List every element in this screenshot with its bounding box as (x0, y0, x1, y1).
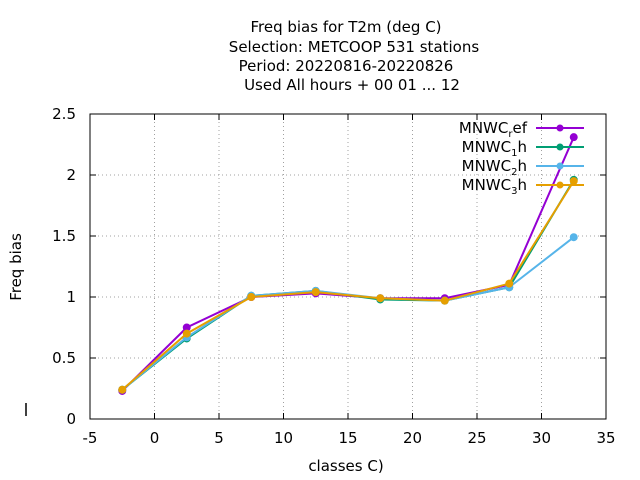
legend-label-main: MNWC (462, 138, 511, 156)
legend-item: MNWCref (459, 119, 584, 140)
legend-label-rest: ef (512, 119, 527, 137)
legend-label-rest: h (517, 176, 527, 194)
legend-label-main: MNWC (462, 157, 511, 175)
y-tick-labels: 0 0.5 1 1.5 2 2.5 (52, 105, 76, 428)
x-tick-label: 10 (274, 429, 293, 447)
series-line (121, 180, 575, 391)
title-line: Selection: METCOOP 531 stations (229, 38, 480, 56)
data-point (440, 296, 449, 305)
legend-label-sub: 1 (511, 148, 517, 159)
legend-label: MNWCref (459, 119, 528, 140)
data-point (569, 177, 578, 186)
series-3 (118, 233, 578, 394)
data-point (118, 385, 127, 394)
legend-label-sub: 3 (511, 186, 517, 197)
y-tick-label: 2.5 (52, 105, 76, 123)
legend-label-main: MNWC (459, 119, 508, 137)
y-tick-label: 0 (66, 410, 76, 428)
legend-label-rest: h (517, 157, 527, 175)
legend-swatch-point (556, 181, 564, 189)
data-point (376, 294, 385, 303)
series-4 (118, 177, 578, 394)
grid (90, 114, 606, 419)
legend-label-rest: h (517, 138, 527, 156)
series-group (118, 133, 578, 395)
x-tick-label: 20 (403, 429, 422, 447)
y-tick-label: 1.5 (52, 227, 76, 245)
data-point (505, 279, 514, 288)
title-line: Used All hours + 00 01 ... 12 (244, 76, 460, 94)
x-tick-labels: -5 0 5 10 15 20 25 30 35 (83, 429, 616, 447)
x-axis-label: classes C) (308, 457, 383, 475)
legend-label-sub: r (508, 129, 513, 140)
x-tick-label: 5 (214, 429, 224, 447)
plot-border (89, 113, 607, 420)
legend-swatch-point (556, 143, 564, 151)
x-tick-label: 30 (532, 429, 551, 447)
legend-label-sub: 2 (511, 167, 517, 178)
legend-swatch-point (556, 124, 564, 132)
legend-item: MNWC2h (462, 157, 584, 178)
title-line: Freq bias for T2m (deg C) (250, 18, 441, 36)
x-tick-label: 15 (338, 429, 357, 447)
chart-title: Freq bias for T2m (deg C) Selection: MET… (229, 18, 480, 94)
legend-label: MNWC1h (462, 138, 527, 159)
data-point (569, 233, 578, 242)
x-tick-label: 35 (596, 429, 615, 447)
axes (89, 113, 607, 420)
x-tick-label: 25 (467, 429, 486, 447)
legend-swatch-point (556, 162, 564, 170)
y-axis-label: Freq bias (7, 233, 25, 301)
data-point (311, 288, 320, 297)
legend-label: MNWC2h (462, 157, 527, 178)
legend-label-main: MNWC (462, 176, 511, 194)
y-tick-label: 0.5 (52, 349, 76, 367)
data-point (569, 133, 578, 142)
data-point (182, 329, 191, 338)
x-tick-label: -5 (83, 429, 98, 447)
title-line: Period: 20220816-20220826 (239, 57, 454, 75)
data-point (247, 293, 256, 301)
legend-item: MNWC3h (462, 176, 584, 197)
legend-label: MNWC3h (462, 176, 527, 197)
legend-item: MNWC1h (462, 138, 584, 159)
y-tick-label: 1 (66, 288, 76, 306)
y-tick-label: 2 (66, 166, 76, 184)
x-tick-label: 0 (150, 429, 160, 447)
